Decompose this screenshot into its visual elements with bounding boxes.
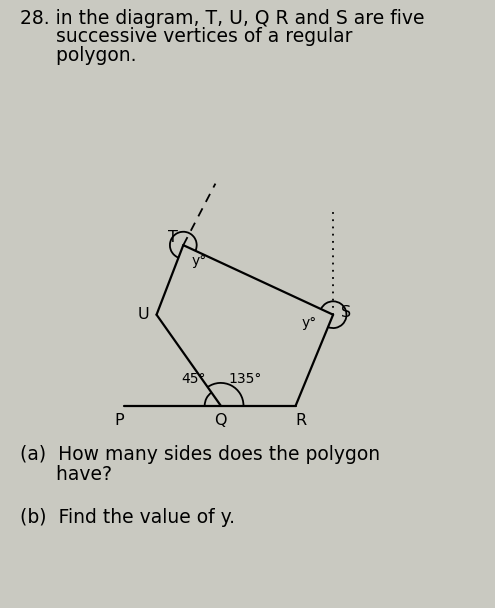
- Text: 135°: 135°: [228, 372, 261, 386]
- Text: S: S: [342, 305, 351, 320]
- Text: polygon.: polygon.: [20, 46, 136, 64]
- Text: R: R: [296, 413, 306, 428]
- Text: y°: y°: [192, 254, 207, 268]
- Text: U: U: [137, 307, 149, 322]
- Text: 45°: 45°: [182, 372, 206, 386]
- Text: (a)  How many sides does the polygon: (a) How many sides does the polygon: [20, 445, 380, 464]
- Text: successive vertices of a regular: successive vertices of a regular: [20, 27, 352, 46]
- Text: P: P: [114, 413, 124, 428]
- Text: y°: y°: [301, 316, 317, 330]
- Text: Q: Q: [214, 413, 227, 428]
- Text: have?: have?: [20, 465, 112, 484]
- Text: T: T: [168, 230, 178, 244]
- Text: 28. in the diagram, T, U, Q R and S are five: 28. in the diagram, T, U, Q R and S are …: [20, 9, 424, 28]
- Text: (b)  Find the value of y.: (b) Find the value of y.: [20, 508, 235, 527]
